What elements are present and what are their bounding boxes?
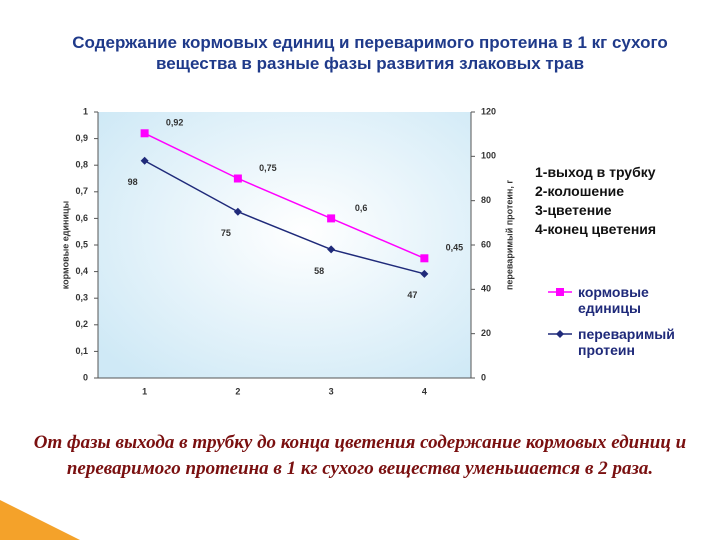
x-tick-label: 4 <box>422 386 427 396</box>
decor <box>0 500 80 540</box>
data-label: 98 <box>128 177 138 187</box>
y2-tick-label: 40 <box>481 284 491 294</box>
y-tick-label: 0,9 <box>75 133 88 143</box>
marker <box>233 174 242 183</box>
chart-title: Содержание кормовых единиц и переваримог… <box>72 33 668 73</box>
x-tick-label: 1 <box>142 386 147 396</box>
marker <box>420 269 429 278</box>
y2-tick-label: 120 <box>481 106 496 116</box>
y-tick-label: 0,6 <box>75 213 88 223</box>
y-tick-label: 1 <box>83 106 88 116</box>
marker <box>327 245 336 254</box>
x-tick-label: 3 <box>329 386 334 396</box>
y-tick-label: 0,5 <box>75 239 88 249</box>
y2-tick-label: 100 <box>481 151 496 161</box>
y2-axis-title: переваримый протеин, г <box>504 180 514 290</box>
y-axis-title: кормовые единицы <box>60 200 70 289</box>
y2-tick-label: 80 <box>481 195 491 205</box>
marker <box>233 207 242 216</box>
y-tick-label: 0,4 <box>75 266 88 276</box>
data-label: 58 <box>314 266 324 276</box>
annotation: 3-цветение <box>535 202 612 218</box>
data-label: 0,6 <box>355 203 368 213</box>
data-label: 47 <box>407 290 417 300</box>
annotation: 1-выход в трубку <box>535 164 656 180</box>
data-label: 0,45 <box>446 243 464 253</box>
marker <box>327 214 336 223</box>
y2-tick-label: 20 <box>481 328 491 338</box>
y-tick-label: 0 <box>83 372 88 382</box>
data-label: 75 <box>221 228 231 238</box>
marker <box>420 254 429 263</box>
marker <box>140 129 149 138</box>
y-tick-label: 0,7 <box>75 186 88 196</box>
marker <box>140 156 149 165</box>
y-tick-label: 0,8 <box>75 160 88 170</box>
series-line <box>144 160 425 275</box>
data-label: 0,92 <box>166 118 184 128</box>
marker <box>556 330 564 338</box>
note: От фазы выхода в трубку до конца цветени… <box>33 432 687 479</box>
legend-label: переваримый протеин <box>578 326 675 358</box>
series-line <box>144 132 425 259</box>
y-tick-label: 0,1 <box>75 346 88 356</box>
annotation: 4-конец цветения <box>535 221 657 237</box>
plot-area <box>98 112 471 378</box>
y-tick-label: 0,3 <box>75 293 88 303</box>
y2-tick-label: 0 <box>481 372 486 382</box>
x-tick-label: 2 <box>235 386 240 396</box>
marker <box>556 288 564 296</box>
y-tick-label: 0,2 <box>75 319 88 329</box>
data-label: 0,75 <box>259 163 277 173</box>
annotation: 2-колошение <box>535 183 625 199</box>
y2-tick-label: 60 <box>481 239 491 249</box>
legend-label: кормовые единицы <box>578 284 649 316</box>
